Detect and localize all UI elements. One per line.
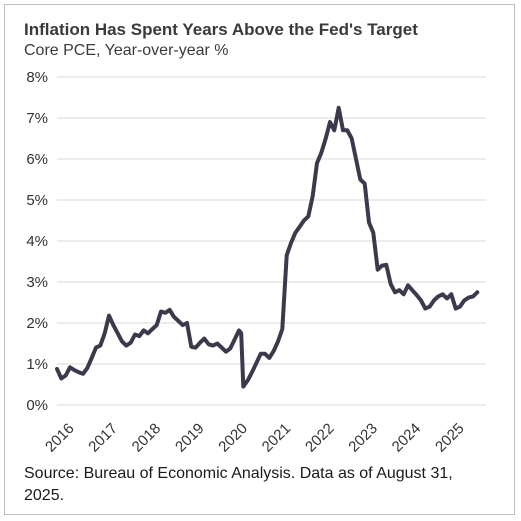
x-tick-label: 2023	[345, 420, 381, 456]
x-tick-label: 2019	[172, 420, 208, 456]
x-tick-label: 2024	[389, 420, 425, 456]
gridlines	[57, 76, 486, 365]
y-tick-label: 8%	[26, 69, 48, 86]
y-tick-label: 7%	[26, 110, 48, 127]
chart-frame	[4, 4, 515, 515]
x-tick-label: 2016	[42, 420, 78, 456]
x-tick-label: 2021	[259, 420, 295, 456]
x-tick-label: 2025	[432, 420, 468, 456]
y-tick-label: 2%	[26, 315, 48, 332]
chart-subtitle: Core PCE, Year-over-year %	[24, 42, 229, 59]
x-tick-label: 2018	[129, 420, 165, 456]
x-axis-ticks: 2016 2017 2018 2019 2020 2021 2022 2023 2024 2025	[42, 420, 468, 456]
x-tick-label: 2017	[85, 420, 121, 456]
chart-title: Inflation Has Spent Years Above the Fed'…	[24, 20, 418, 39]
y-tick-label: 3%	[26, 274, 48, 291]
series-lines	[55, 105, 480, 389]
x-tick-label: 2020	[215, 420, 251, 456]
y-tick-label: 6%	[26, 151, 48, 168]
y-axis-ticks: 0% 1% 2% 3% 4% 5% 6% 7% 8%	[26, 69, 48, 414]
y-tick-label: 0%	[26, 397, 48, 414]
y-tick-label: 5%	[26, 192, 48, 209]
y-tick-label: 4%	[26, 233, 48, 250]
y-tick-label: 1%	[26, 356, 48, 373]
x-tick-label: 2022	[302, 420, 338, 456]
series-line	[55, 105, 480, 389]
source-note: Source: Bureau of Economic Analysis. Dat…	[24, 465, 453, 504]
